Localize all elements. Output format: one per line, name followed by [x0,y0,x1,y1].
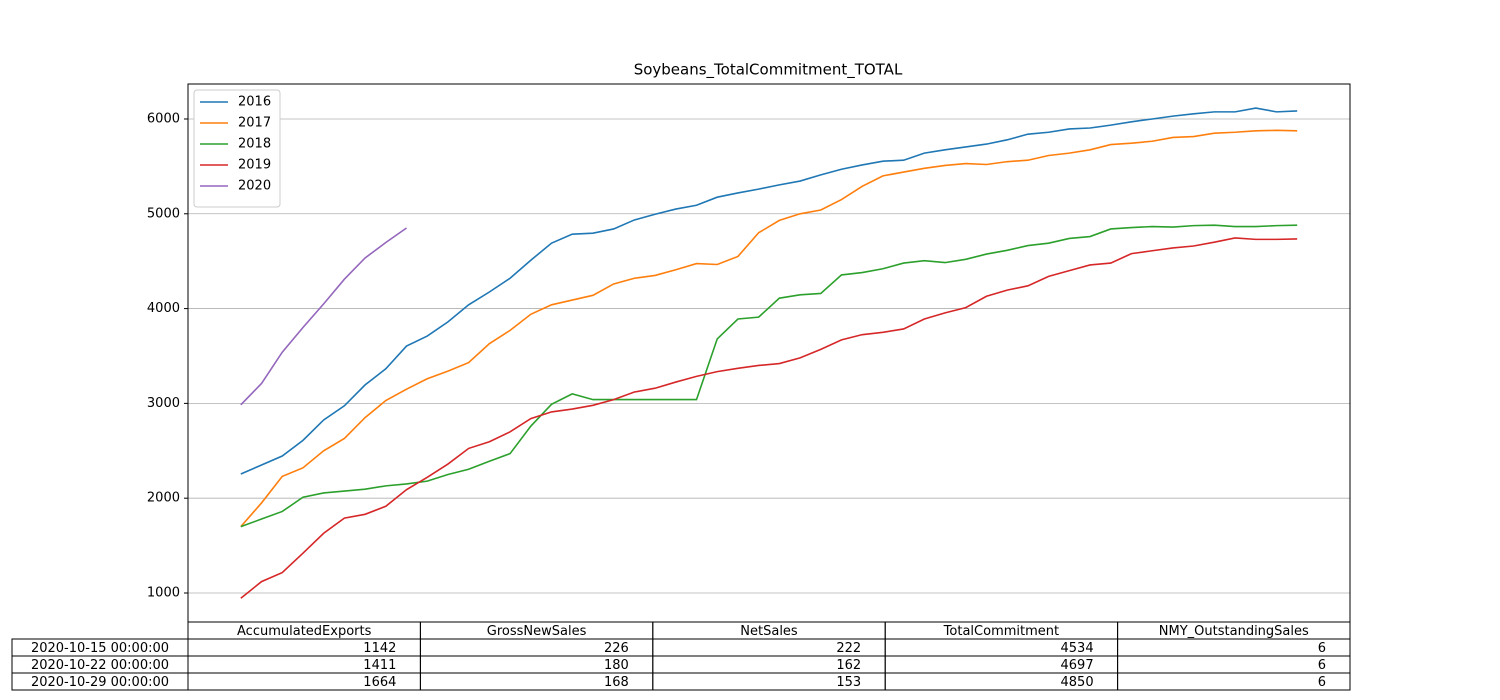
line-series [240,227,407,406]
table-value: 1411 [363,658,396,673]
row-label: 2020-10-29 00:00:00 [31,675,169,690]
y-tick-label: 1000 [147,585,180,600]
table-value: 4534 [1061,641,1094,656]
legend-label: 2018 [238,137,271,152]
table-value: 180 [604,658,629,673]
legend-label: 2019 [238,158,271,173]
table-value: 6 [1318,675,1326,690]
y-tick-label: 3000 [147,396,180,411]
legend-label: 2017 [238,116,271,131]
table-value: 1142 [363,641,396,656]
chart-title: Soybeans_TotalCommitment_TOTAL [634,61,903,80]
table-value: 226 [604,641,629,656]
y-tick-label: 2000 [147,491,180,506]
table-value: 4697 [1061,658,1094,673]
line-series [240,107,1298,475]
column-header: AccumulatedExports [237,624,372,639]
table-value: 153 [836,675,861,690]
legend-label: 2016 [238,95,271,110]
y-tick-label: 5000 [147,206,180,221]
row-label: 2020-10-15 00:00:00 [31,641,169,656]
table-value: 222 [836,641,861,656]
table-value: 6 [1318,641,1326,656]
line-series [240,129,1298,528]
line-series [240,237,1298,599]
table-value: 168 [604,675,629,690]
y-tick-label: 6000 [147,111,180,126]
table-value: 1664 [363,675,396,690]
table-cell [1117,672,1351,691]
table-value: 6 [1318,658,1326,673]
table-value: 4850 [1061,675,1094,690]
table-value: 162 [836,658,861,673]
column-header: NetSales [740,624,798,639]
row-label: 2020-10-22 00:00:00 [31,658,169,673]
legend-label: 2020 [238,179,271,194]
y-tick-label: 4000 [147,301,180,316]
line-series [240,224,1298,528]
column-header: GrossNewSales [487,624,587,639]
column-header: TotalCommitment [943,624,1059,639]
column-header: NMY_OutstandingSales [1159,624,1309,639]
legend-box [193,89,281,208]
